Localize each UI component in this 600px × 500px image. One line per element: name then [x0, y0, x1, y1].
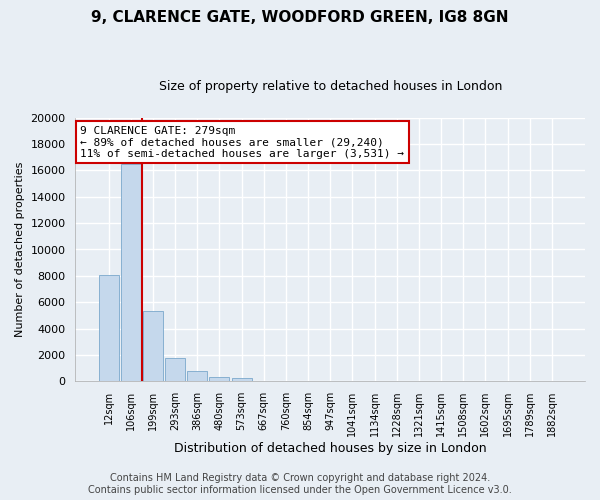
Bar — [121, 164, 140, 381]
Bar — [209, 377, 229, 381]
Text: 9 CLARENCE GATE: 279sqm
← 89% of detached houses are smaller (29,240)
11% of sem: 9 CLARENCE GATE: 279sqm ← 89% of detache… — [80, 126, 404, 159]
Bar — [143, 312, 163, 381]
Text: 9, CLARENCE GATE, WOODFORD GREEN, IG8 8GN: 9, CLARENCE GATE, WOODFORD GREEN, IG8 8G… — [91, 10, 509, 25]
Y-axis label: Number of detached properties: Number of detached properties — [15, 162, 25, 337]
Text: Contains HM Land Registry data © Crown copyright and database right 2024.
Contai: Contains HM Land Registry data © Crown c… — [88, 474, 512, 495]
Bar — [98, 274, 119, 381]
X-axis label: Distribution of detached houses by size in London: Distribution of detached houses by size … — [174, 442, 487, 455]
Title: Size of property relative to detached houses in London: Size of property relative to detached ho… — [158, 80, 502, 93]
Bar — [165, 358, 185, 381]
Bar — [187, 370, 207, 381]
Bar — [232, 378, 251, 381]
